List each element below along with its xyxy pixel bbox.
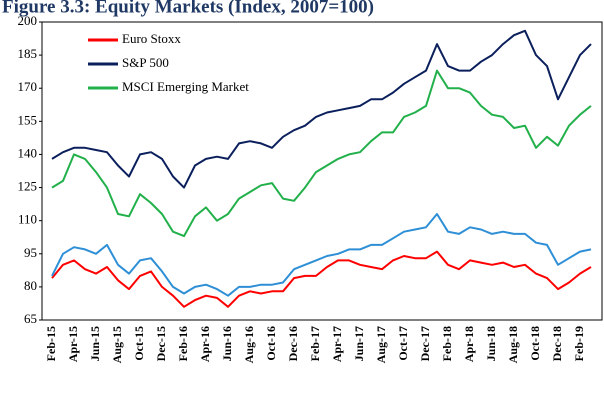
series-line	[51, 213, 592, 297]
series-line	[51, 250, 592, 308]
y-tick-label: 200	[18, 13, 38, 28]
chart-title: Figure 3.3: Equity Markets (Index, 2007=…	[2, 0, 374, 17]
y-tick-label: 185	[18, 46, 38, 61]
x-tick-label: Aug-16	[242, 326, 256, 363]
x-tick-label: Jun-15	[88, 326, 102, 361]
x-tick-label: Jun-17	[352, 326, 366, 361]
x-tick-label: Dec-17	[418, 326, 432, 361]
x-tick-label: Oct-18	[528, 326, 542, 361]
x-tick-label: Feb-19	[572, 326, 586, 361]
plot-frame	[41, 21, 603, 321]
x-tick-label: Dec-15	[154, 326, 168, 361]
y-tick-label: 95	[24, 245, 37, 260]
x-tick-label: Aug-17	[374, 326, 388, 363]
x-tick-label: Dec-16	[286, 326, 300, 361]
x-tick-label: Apr-15	[66, 326, 80, 362]
x-tick-label: Apr-17	[330, 326, 344, 362]
y-tick-label: 110	[18, 212, 37, 227]
x-tick-label: Oct-15	[132, 326, 146, 361]
x-tick-label: Feb-16	[176, 326, 190, 361]
x-tick-label: Oct-17	[396, 326, 410, 361]
x-tick-label: Apr-18	[462, 326, 476, 362]
legend-label: S&P 500	[122, 55, 169, 70]
legend-label: MSCI Emerging Market	[122, 79, 249, 94]
series-line	[51, 69, 592, 238]
x-tick-label: Feb-18	[440, 326, 454, 361]
y-tick-label: 65	[24, 311, 37, 326]
y-tick-label: 125	[18, 179, 38, 194]
series-line	[51, 29, 592, 189]
x-tick-label: Oct-16	[264, 326, 278, 361]
x-tick-label: Feb-17	[308, 326, 322, 361]
y-tick-label: 170	[18, 79, 38, 94]
x-tick-label: Jun-16	[220, 326, 234, 361]
x-tick-label: Jun-18	[484, 326, 498, 361]
x-tick-label: Feb-15	[44, 326, 58, 361]
legend-label: Euro Stoxx	[122, 31, 181, 46]
x-tick-label: Apr-16	[198, 326, 212, 362]
y-tick-label: 155	[18, 112, 38, 127]
y-tick-label: 80	[24, 278, 37, 293]
x-tick-label: Aug-15	[110, 326, 124, 363]
y-tick-label: 140	[18, 145, 38, 160]
x-tick-label: Dec-18	[550, 326, 564, 361]
x-tick-label: Aug-18	[506, 326, 520, 363]
